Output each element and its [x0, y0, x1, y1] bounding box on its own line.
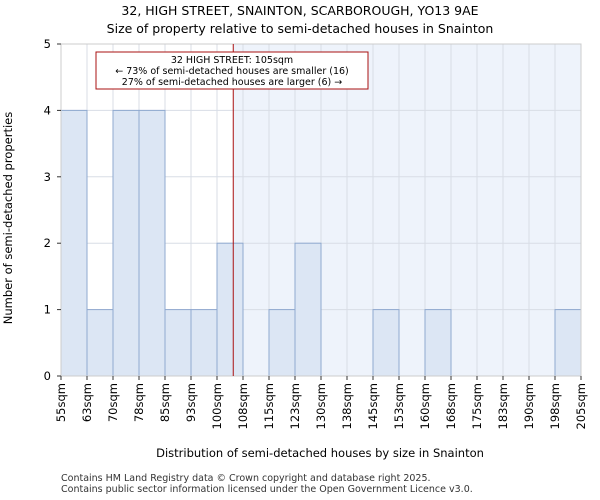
x-tick-label-70sqm: 70sqm	[106, 383, 120, 422]
x-tick-label-63sqm: 63sqm	[80, 383, 94, 422]
x-tick-label-153sqm: 153sqm	[392, 383, 406, 429]
y-tick-label: 5	[44, 37, 51, 51]
y-axis-ticks: 0 1 2 3 4 5	[44, 37, 61, 383]
bar-70sqm	[112, 109, 140, 377]
x-tick-label-55sqm: 55sqm	[54, 383, 68, 422]
x-tick-label-145sqm: 145sqm	[366, 383, 380, 429]
bar-123sqm	[294, 242, 322, 377]
bar-63sqm	[86, 309, 114, 377]
bar-93sqm	[190, 309, 218, 377]
footer-copyright: Contains HM Land Registry data © Crown c…	[61, 473, 431, 484]
x-axis-label: Distribution of semi-detached houses by …	[156, 446, 484, 460]
annotation-line-1: 32 HIGH STREET: 105sqm	[171, 55, 293, 66]
y-axis-label: Number of semi-detached properties	[1, 112, 15, 324]
bar-115sqm	[268, 309, 296, 377]
bar-145sqm	[372, 309, 400, 377]
y-tick-label: 2	[44, 236, 51, 250]
bar-series	[60, 109, 582, 377]
annotation-box	[95, 51, 369, 90]
bar-100sqm	[216, 242, 244, 377]
x-tick-label-138sqm: 138sqm	[340, 383, 354, 429]
x-tick-label-123sqm: 123sqm	[288, 383, 302, 429]
x-tick-label-160sqm: 160sqm	[418, 383, 432, 429]
x-tick-label-205sqm: 205sqm	[574, 383, 588, 429]
y-tick-label: 3	[44, 170, 51, 184]
bar-160sqm	[424, 309, 452, 377]
y-tick-label: 4	[44, 103, 51, 117]
y-tick-label: 1	[44, 303, 51, 317]
chart-title: 32, HIGH STREET, SNAINTON, SCARBOROUGH, …	[107, 3, 494, 36]
bar-78sqm	[138, 109, 166, 377]
bar-85sqm	[164, 309, 192, 377]
x-tick-label-190sqm: 190sqm	[522, 383, 536, 429]
x-tick-label-115sqm: 115sqm	[262, 383, 276, 429]
x-tick-label-198sqm: 198sqm	[548, 383, 562, 429]
bar-198sqm	[554, 309, 582, 377]
x-tick-label-168sqm: 168sqm	[444, 383, 458, 429]
footer-licence: Contains public sector information licen…	[61, 484, 473, 495]
x-tick-label-78sqm: 78sqm	[132, 383, 146, 422]
subject-annotation: 32 HIGH STREET: 105sqm ← 73% of semi-det…	[95, 51, 369, 90]
chart-title-line-1: 32, HIGH STREET, SNAINTON, SCARBOROUGH, …	[121, 3, 478, 18]
annotation-line-2: ← 73% of semi-detached houses are smalle…	[115, 66, 349, 77]
y-tick-label: 0	[44, 369, 51, 383]
bar-55sqm	[60, 109, 88, 377]
x-tick-label-93sqm: 93sqm	[184, 383, 198, 422]
x-tick-label-183sqm: 183sqm	[496, 383, 510, 429]
annotation-line-3: 27% of semi-detached houses are larger (…	[122, 77, 342, 88]
x-tick-label-130sqm: 130sqm	[314, 383, 328, 429]
chart-title-line-2: Size of property relative to semi-detach…	[107, 21, 494, 36]
x-tick-label-100sqm: 100sqm	[210, 383, 224, 429]
x-tick-label-175sqm: 175sqm	[470, 383, 484, 429]
x-axis-ticks: 55sqm 63sqm 70sqm 78sqm 85sqm 93sqm 100sqm 108s…	[54, 376, 588, 429]
x-tick-label-108sqm: 108sqm	[236, 383, 250, 429]
x-tick-label-85sqm: 85sqm	[158, 383, 172, 422]
